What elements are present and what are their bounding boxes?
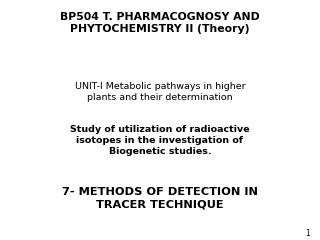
Text: 7- METHODS OF DETECTION IN
TRACER TECHNIQUE: 7- METHODS OF DETECTION IN TRACER TECHNI… — [62, 187, 258, 210]
Text: 1: 1 — [306, 228, 310, 238]
Text: UNIT-I Metabolic pathways in higher
plants and their determination: UNIT-I Metabolic pathways in higher plan… — [75, 82, 245, 102]
Text: BP504 T. PHARMACOGNOSY AND
PHYTOCHEMISTRY II (Theory): BP504 T. PHARMACOGNOSY AND PHYTOCHEMISTR… — [60, 12, 260, 34]
Text: Study of utilization of radioactive
isotopes in the investigation of
Biogenetic : Study of utilization of radioactive isot… — [70, 125, 250, 156]
